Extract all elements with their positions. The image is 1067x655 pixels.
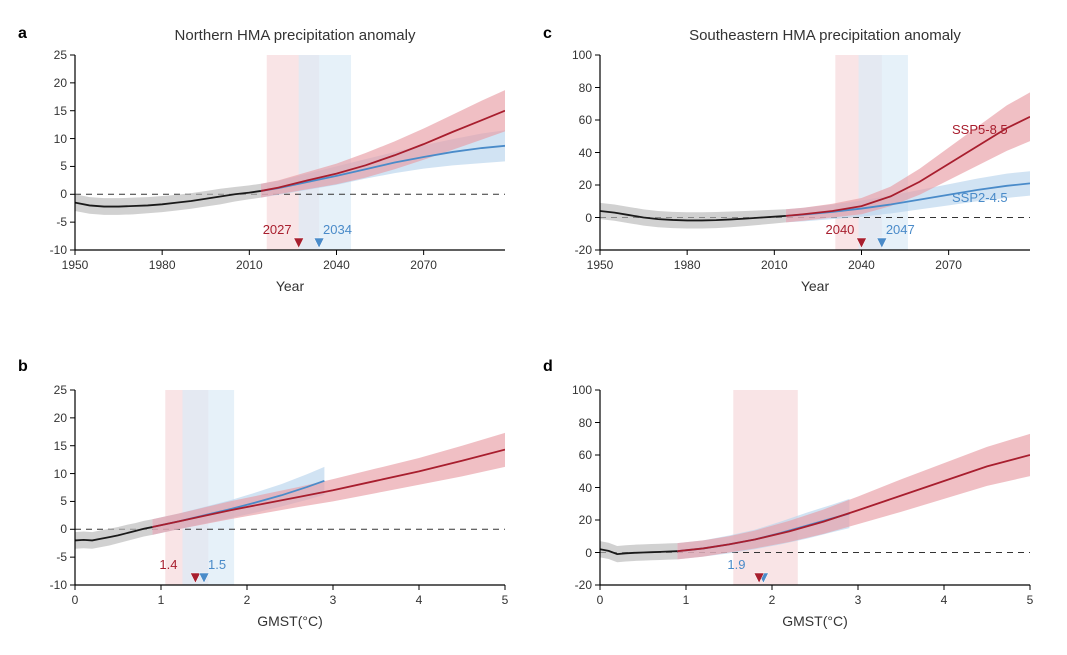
y-tick: 20: [35, 76, 67, 90]
y-tick: 0: [560, 211, 592, 225]
x-tick: 1980: [140, 258, 184, 272]
marker-label: 2040: [825, 222, 854, 237]
y-tick: -10: [35, 578, 67, 592]
chart-c: [600, 55, 1032, 252]
panel-title-c: Southeastern HMA precipitation anomaly: [640, 27, 1010, 44]
marker-label: 1.4: [159, 557, 177, 572]
panel-label-c: c: [543, 25, 552, 43]
y-tick: 15: [35, 439, 67, 453]
marker-label: 2047: [886, 222, 915, 237]
y-tick: 5: [35, 159, 67, 173]
y-tick: 80: [560, 81, 592, 95]
x-tick: 1: [664, 593, 708, 607]
chart-d: [600, 390, 1032, 587]
chart-b: [75, 390, 507, 587]
x-tick: 2040: [314, 258, 358, 272]
y-tick: -10: [35, 243, 67, 257]
y-tick: 100: [560, 383, 592, 397]
x-tick: 4: [397, 593, 441, 607]
xlabel-d: GMST(°C): [765, 613, 865, 629]
y-tick: 0: [560, 546, 592, 560]
x-tick: 5: [1008, 593, 1052, 607]
x-tick: 2: [225, 593, 269, 607]
x-tick: 0: [53, 593, 97, 607]
x-tick: 2010: [752, 258, 796, 272]
y-tick: 10: [35, 467, 67, 481]
y-tick: 60: [560, 448, 592, 462]
y-tick: 25: [35, 48, 67, 62]
x-tick: 4: [922, 593, 966, 607]
y-tick: 80: [560, 416, 592, 430]
y-tick: 60: [560, 113, 592, 127]
xlabel-a: Year: [250, 278, 330, 294]
x-tick: 1: [139, 593, 183, 607]
x-tick: 3: [311, 593, 355, 607]
x-tick: 1980: [665, 258, 709, 272]
y-tick: 0: [35, 522, 67, 536]
x-tick: 3: [836, 593, 880, 607]
y-tick: 20: [560, 178, 592, 192]
x-tick: 2: [750, 593, 794, 607]
figure-container: a Northern HMA precipitation anomaly -10…: [0, 0, 1067, 655]
y-tick: 40: [560, 146, 592, 160]
y-tick: 100: [560, 48, 592, 62]
y-tick: 10: [35, 132, 67, 146]
legend-ssp585: SSP5-8.5: [952, 122, 1008, 137]
y-tick: 5: [35, 494, 67, 508]
x-tick: 0: [578, 593, 622, 607]
x-tick: 1950: [53, 258, 97, 272]
panel-title-a: Northern HMA precipitation anomaly: [120, 27, 470, 44]
y-tick: 20: [35, 411, 67, 425]
xlabel-c: Year: [775, 278, 855, 294]
y-tick: -20: [560, 578, 592, 592]
y-tick: 25: [35, 383, 67, 397]
x-tick: 5: [483, 593, 527, 607]
x-tick: 2070: [402, 258, 446, 272]
panel-label-d: d: [543, 358, 553, 376]
marker-label: 1.5: [208, 557, 226, 572]
legend-ssp245: SSP2-4.5: [952, 190, 1008, 205]
marker-label: 2027: [263, 222, 292, 237]
x-tick: 2010: [227, 258, 271, 272]
x-tick: 2040: [839, 258, 883, 272]
x-tick: 2070: [927, 258, 971, 272]
panel-label-b: b: [18, 358, 28, 376]
y-tick: 0: [35, 187, 67, 201]
y-tick: 20: [560, 513, 592, 527]
x-tick: 1950: [578, 258, 622, 272]
y-tick: -5: [35, 215, 67, 229]
y-tick: -5: [35, 550, 67, 564]
y-tick: 40: [560, 481, 592, 495]
marker-label: 1.9: [727, 557, 745, 572]
marker-label: 2034: [323, 222, 352, 237]
xlabel-b: GMST(°C): [240, 613, 340, 629]
y-tick: -20: [560, 243, 592, 257]
y-tick: 15: [35, 104, 67, 118]
panel-label-a: a: [18, 25, 27, 43]
